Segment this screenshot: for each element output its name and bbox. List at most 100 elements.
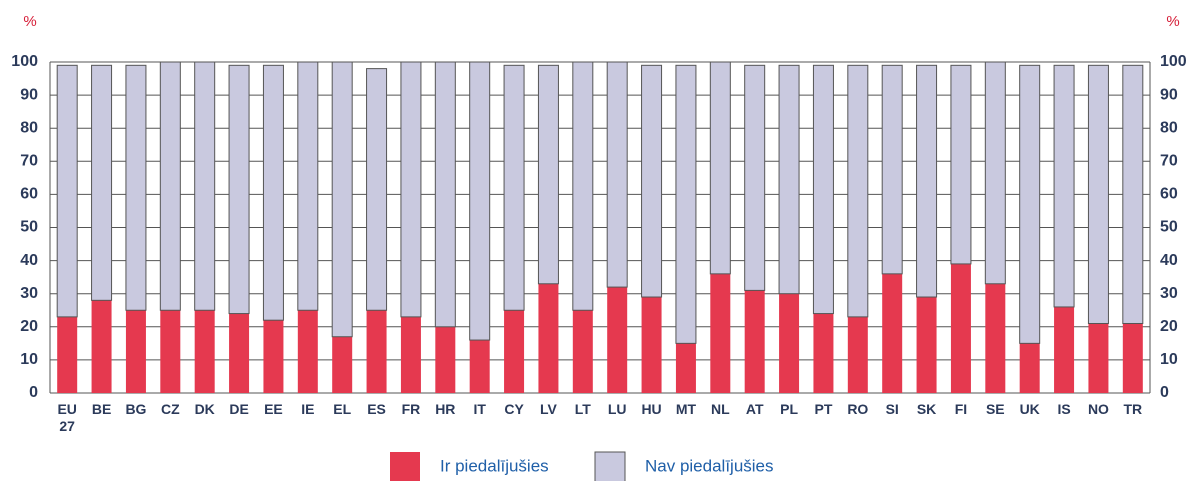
bar-segment xyxy=(1122,323,1143,393)
x-tick-label: CZ xyxy=(160,401,180,417)
bar-segment xyxy=(194,61,216,311)
x-tick-label: SE xyxy=(985,401,1005,417)
x-tick-label: BG xyxy=(125,401,147,417)
bar-segment xyxy=(779,293,800,393)
x-tick-label: RO xyxy=(847,401,869,417)
bar-segment xyxy=(262,64,284,321)
bar-segment xyxy=(916,297,937,393)
y-tick-label-right: 40 xyxy=(1160,252,1178,269)
bar-segment xyxy=(469,61,491,341)
x-tick-label: IT xyxy=(473,401,486,417)
x-tick-label: LT xyxy=(574,401,591,417)
bar-segment xyxy=(228,64,250,315)
bar-segment xyxy=(159,61,181,311)
bar-segment xyxy=(400,316,421,393)
bar-segment xyxy=(812,64,834,315)
x-tick-label: BE xyxy=(91,401,112,417)
bar-segment xyxy=(882,273,903,393)
bar-segment xyxy=(572,61,594,311)
bar-segment xyxy=(91,300,112,393)
y-tick-label-right: 50 xyxy=(1160,219,1178,236)
bar-segment xyxy=(881,64,903,275)
x-tick-label: LV xyxy=(540,401,557,417)
bar-segment xyxy=(606,61,628,288)
y-tick-label: 20 xyxy=(20,318,38,335)
y-tick-label: 30 xyxy=(20,285,38,302)
bar-segment xyxy=(160,310,181,393)
bar-segment xyxy=(91,64,113,301)
x-tick-label: AT xyxy=(745,401,764,417)
bar-segment xyxy=(1019,343,1040,393)
legend-label: Nav piedalījušies xyxy=(645,456,774,475)
x-tick-label: DE xyxy=(229,401,249,417)
bar-segment xyxy=(537,64,559,285)
x-tick-label: TR xyxy=(1123,401,1143,417)
x-tick-label: PT xyxy=(814,401,833,417)
bar-segment xyxy=(744,64,766,291)
bar-segment xyxy=(847,316,868,393)
bar-segment xyxy=(194,310,215,393)
legend-swatch xyxy=(594,451,626,481)
bar-segment xyxy=(400,61,422,318)
y-tick-label: 60 xyxy=(20,186,38,203)
x-tick-label: SK xyxy=(916,401,937,417)
bar-segment xyxy=(435,326,456,393)
bar-segment xyxy=(675,343,696,393)
y-tick-label: 90 xyxy=(20,86,38,103)
x-tick-label: NO xyxy=(1087,401,1109,417)
x-tick-label: FR xyxy=(401,401,421,417)
bar-segment xyxy=(709,61,731,275)
bar-segment xyxy=(125,64,147,311)
bar-segment xyxy=(985,283,1006,393)
bar-segment xyxy=(263,320,284,393)
bar-segment xyxy=(469,340,490,393)
x-tick-label: FI xyxy=(954,401,968,417)
bar-segment xyxy=(641,64,663,298)
y-tick-label-right: 80 xyxy=(1160,119,1178,136)
x-tick-label: DK xyxy=(194,401,215,417)
y-tick-label-right: 30 xyxy=(1160,285,1178,302)
bar-segment xyxy=(1054,306,1075,393)
bar-segment xyxy=(778,64,800,295)
bar-segment xyxy=(1122,64,1144,324)
y-tick-label-right: 70 xyxy=(1160,153,1178,170)
x-tick-label: NL xyxy=(710,401,730,417)
y-tick-label: 10 xyxy=(20,351,38,368)
bar-segment xyxy=(229,313,250,393)
bar-segment xyxy=(1088,323,1109,393)
bar-segment xyxy=(847,64,869,318)
bar-segment xyxy=(125,310,146,393)
bar-segment xyxy=(366,68,388,311)
y-tick-label-right: 100 xyxy=(1160,53,1187,70)
y-tick-label: 0 xyxy=(29,384,38,401)
bar-segment xyxy=(641,297,662,393)
y-tick-label-right: 10 xyxy=(1160,351,1178,368)
bar-segment xyxy=(504,310,525,393)
x-tick-label: HR xyxy=(435,401,456,417)
bar-segment xyxy=(984,61,1006,285)
legend-swatch xyxy=(390,452,420,481)
bar-segment xyxy=(366,310,387,393)
x-tick-label: PL xyxy=(780,401,798,417)
x-tick-label: EE xyxy=(264,401,283,417)
bar-segment xyxy=(297,61,319,311)
x-tick-label: HU xyxy=(641,401,662,417)
bar-segment xyxy=(331,61,353,338)
bar-segment xyxy=(434,61,456,328)
bar-segment xyxy=(1087,64,1109,324)
bar-segment xyxy=(538,283,559,393)
bar-segment xyxy=(675,64,697,344)
y-tick-label-right: 90 xyxy=(1160,86,1178,103)
y-tick-label: 70 xyxy=(20,153,38,170)
x-tick-label: EU 27 xyxy=(57,401,77,434)
y-unit-right: % xyxy=(1166,13,1179,30)
y-tick-label: 100 xyxy=(11,53,38,70)
y-tick-label-right: 20 xyxy=(1160,318,1178,335)
x-tick-label: LU xyxy=(607,401,627,417)
y-tick-label-right: 0 xyxy=(1160,384,1169,401)
legend-label: Ir piedalījušies xyxy=(440,456,549,475)
y-unit-left: % xyxy=(23,13,36,30)
bar-segment xyxy=(57,316,78,393)
x-tick-label: EL xyxy=(333,401,352,417)
